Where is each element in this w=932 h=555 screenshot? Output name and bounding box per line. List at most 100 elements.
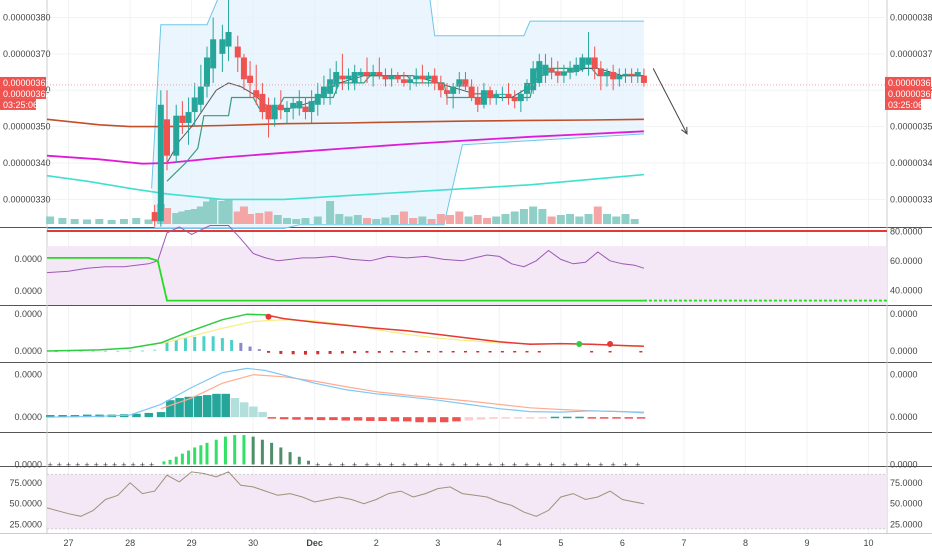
candle-body [210,39,217,69]
candle-body [345,75,352,80]
candle-body [271,104,278,120]
green-histogram-bar [199,445,203,465]
volume-bar [630,219,639,224]
macd-histogram-bar [353,417,363,421]
candle-body [573,64,580,73]
candle-body [364,72,370,76]
macd-histogram-bar [267,417,277,419]
candle-body [616,75,623,80]
volume-bar [381,217,390,224]
neutral-dot-marker: + [131,460,136,470]
candle-body [542,64,549,76]
candle-body [450,86,457,94]
volume-bar [190,209,199,224]
volume-bar [363,218,371,224]
candle-body [524,82,530,94]
candle-body [487,90,494,98]
momentum-histogram-bar [291,350,295,355]
candle-body [394,75,401,80]
volume-bar [264,211,273,224]
candle-body [499,93,506,95]
momentum-histogram-bar [340,350,344,354]
momentum-histogram-bar [316,350,320,355]
candle-body [164,119,170,156]
macd-histogram-bar [258,412,267,418]
volume-bar [473,215,482,224]
oscillator-axis-label-right: 25.0000 [890,520,923,530]
candle-body [357,72,364,76]
momentum-histogram-bar [67,350,71,353]
candle-body [425,75,432,80]
volume-bar [107,220,116,224]
momentum-histogram-bar [267,350,271,353]
macd-histogram-bar [156,412,166,418]
macd-histogram-bar [279,417,289,420]
candle-body [253,90,260,98]
macd-histogram-bar [526,417,535,419]
price-axis-label-right: 0.00000380 [890,12,932,22]
momentum-histogram-bar [116,350,120,353]
histogram-axis-label-left: 0.0000 [14,459,42,469]
neutral-dot-marker: + [352,460,357,470]
neutral-dot-marker: + [537,460,542,470]
volume-bar [566,214,575,224]
short-average-line [166,67,644,164]
momentum-histogram-bar [427,350,431,353]
momentum-histogram-bar [174,339,178,351]
time-axis-label: 27 [64,538,74,548]
price-axis-label-right: 0.00000330 [890,194,932,204]
neutral-dot-marker: + [598,460,603,470]
momentum-histogram-bar [525,350,529,353]
momentum-histogram-bar [202,336,206,351]
candle-body [314,93,321,105]
time-axis-label: 9 [804,538,809,548]
macd-histogram-bar [292,417,301,420]
momentum-histogram-bar [463,350,467,353]
time-axis-label: 8 [743,538,748,548]
neutral-dot-marker: + [364,460,369,470]
volume-bar [621,214,630,224]
volume-bar [455,211,464,224]
macd-histogram-bar [230,398,240,418]
neutral-dot-marker: + [389,460,394,470]
oscillator-axis-label-left: 50.0000 [9,499,42,509]
candle-body [640,75,647,83]
price-tag-value: 0.00000362 [888,89,932,99]
oscillator-axis-label-left: 75.0000 [9,478,42,488]
price-tag-value: 0.00000362 [888,78,932,88]
countdown-tag-value: 03:25:06 [888,100,923,110]
macd-axis-label-left: 0.0000 [14,412,42,422]
volume-bar [209,199,218,224]
macd-histogram-bar [132,413,141,418]
neutral-dot-marker: + [549,460,554,470]
momentum-histogram-bar [279,350,283,354]
green-histogram-bar [174,456,178,465]
price-axis-label-left: 0.00000340 [3,158,51,168]
green-histogram-bar [288,452,292,465]
candle-body [327,79,334,94]
time-axis-label: 10 [864,538,874,548]
volume-bar [184,210,193,224]
green-histogram-bar [233,435,237,465]
momentum-histogram-bar [193,336,197,351]
candle-body [197,86,204,105]
momentum-histogram-bar [183,338,187,351]
macd-histogram-bar [550,416,560,419]
candle-body [185,112,192,123]
price-axis-label-right: 0.00000350 [890,122,932,132]
macd-histogram-bar [184,396,194,418]
volume-bar [418,216,427,224]
candle-body [585,57,592,65]
macd-histogram-bar [221,393,230,418]
green-histogram-bar [279,447,283,465]
volume-bar [436,214,445,224]
candle-body [302,106,309,113]
macd-histogram-bar [304,417,314,420]
price-axis-label-right: 0.00000340 [890,158,932,168]
volume-bar [239,206,248,224]
neutral-dot-marker: + [121,460,126,470]
candle-body [480,90,487,105]
macd-histogram-bar [144,412,154,418]
rsi-band [47,246,887,305]
momentum-histogram-bar [220,338,224,351]
